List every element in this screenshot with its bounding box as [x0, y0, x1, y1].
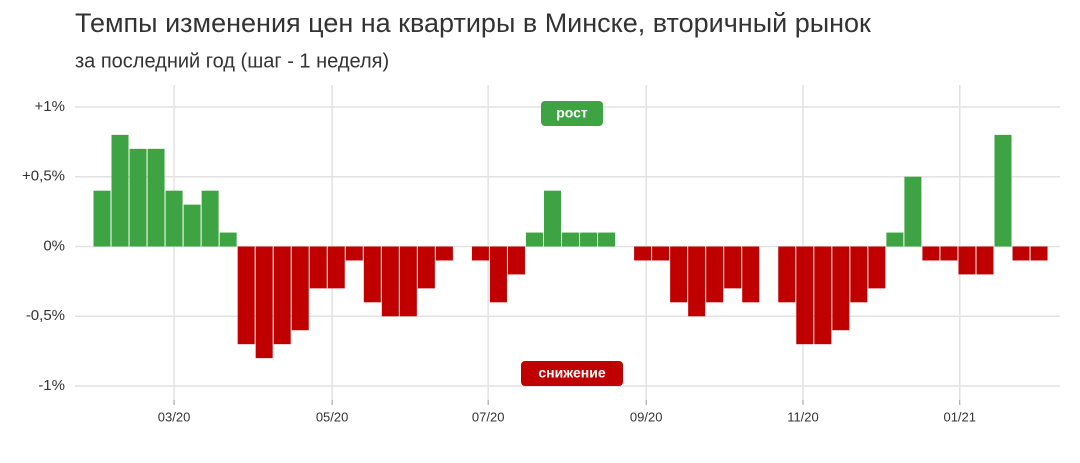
y-tick-label: +0,5% [22, 168, 65, 185]
x-tick-label: 05/20 [316, 409, 349, 424]
x-tick-label: 09/20 [630, 409, 663, 424]
bar [670, 246, 688, 303]
bar [724, 246, 742, 289]
bar [904, 176, 922, 247]
bar [580, 232, 598, 247]
bar [219, 232, 237, 247]
bar [273, 246, 291, 345]
bar [850, 246, 868, 303]
bar [958, 246, 976, 275]
legend-badge [521, 361, 623, 386]
bar [778, 246, 796, 303]
bar [327, 246, 345, 289]
bar [940, 246, 958, 261]
bar [165, 190, 183, 247]
bar [976, 246, 994, 275]
bar [147, 148, 165, 247]
bar [886, 232, 904, 247]
bar [129, 148, 147, 247]
bar [381, 246, 399, 317]
bar [832, 246, 850, 331]
x-tick-label: 03/20 [158, 409, 191, 424]
bar [796, 246, 814, 345]
bar [994, 134, 1012, 247]
bar [868, 246, 886, 289]
bar [435, 246, 453, 261]
bar [237, 246, 255, 345]
bar [471, 246, 489, 261]
bar [255, 246, 273, 359]
bar [1012, 246, 1030, 261]
bar [706, 246, 724, 303]
bar [562, 232, 580, 247]
bar [507, 246, 525, 275]
bar [525, 232, 543, 247]
bar [291, 246, 309, 331]
bar [688, 246, 706, 317]
bar [598, 232, 616, 247]
bar [814, 246, 832, 345]
bar [544, 190, 561, 247]
bar [111, 134, 129, 247]
bar [399, 246, 417, 317]
x-tick-label: 11/20 [787, 409, 819, 424]
bar [363, 246, 381, 303]
bar [634, 246, 652, 261]
x-tick-label: 07/20 [472, 409, 505, 424]
legend-label: рост [556, 105, 588, 121]
bar [652, 246, 670, 261]
bar [922, 246, 940, 261]
y-tick-label: -1% [38, 377, 65, 394]
bar [309, 246, 327, 289]
bar [183, 204, 201, 247]
bar [93, 190, 111, 247]
bar [201, 190, 219, 247]
bar [742, 246, 760, 303]
chart-title: Темпы изменения цен на квартиры в Минске… [75, 8, 871, 38]
legend-badge [541, 101, 603, 126]
bar [345, 246, 363, 261]
y-tick-label: 0% [43, 237, 65, 254]
bar [417, 246, 435, 289]
x-tick-label: 01/21 [943, 409, 976, 424]
y-tick-label: -0,5% [26, 307, 65, 324]
legend-label: снижение [538, 365, 605, 381]
bar [1030, 246, 1048, 261]
y-tick-label: +1% [35, 98, 65, 115]
bar [489, 246, 507, 303]
chart-subtitle: за последний год (шаг - 1 неделя) [75, 50, 389, 72]
